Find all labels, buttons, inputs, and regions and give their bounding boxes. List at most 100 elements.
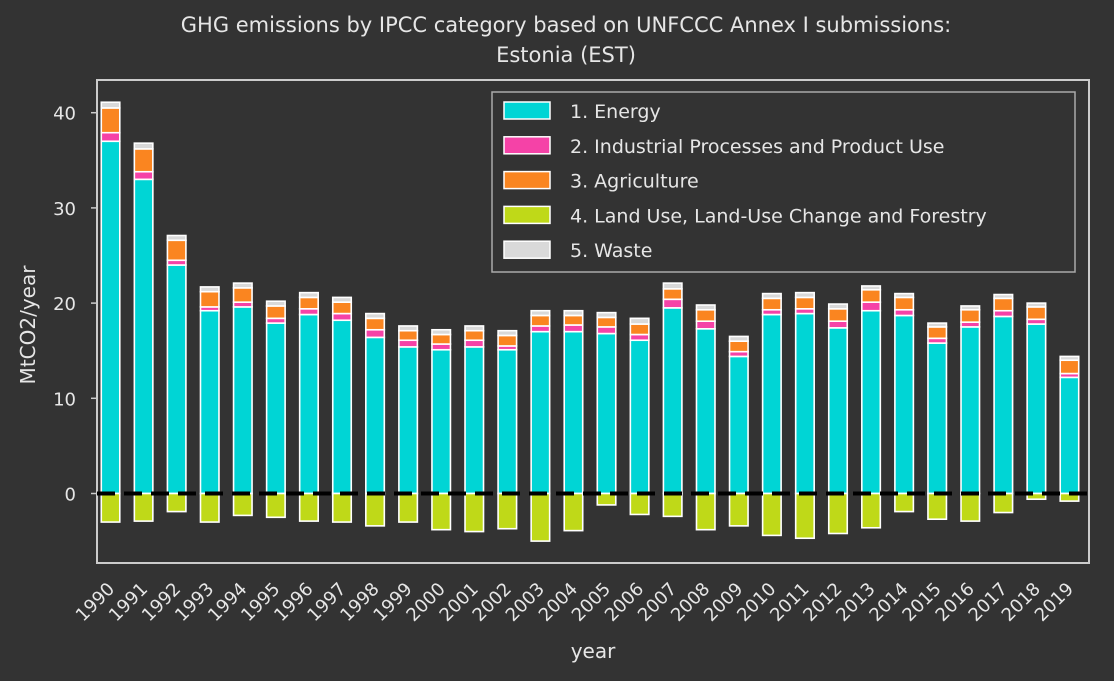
bar-segment [861,301,882,312]
bar-segment [1026,306,1047,321]
bar-segment [166,264,187,495]
bar-segment [894,296,915,311]
bar-segment [960,326,981,495]
bar-segment [365,336,386,495]
bar-segment [629,492,650,516]
bar-segment [993,309,1014,318]
bar-segment [331,319,353,495]
bar-segment [662,298,683,309]
bar-segment [298,296,319,310]
bar-segment [629,317,650,325]
bar-segment [960,305,981,311]
bar-segment [232,282,253,289]
bar-segment [629,339,650,495]
bar-segment [331,296,353,303]
bar-segment [464,339,485,348]
plot-area [96,79,1090,564]
bar-segment [794,291,815,299]
bar-segment [563,314,584,326]
y-tick-label: 30 [53,199,76,220]
bar-segment [894,492,915,513]
bar-segment [1026,302,1047,308]
bar-segment [927,326,948,340]
legend-label: 3. Agriculture [570,171,699,193]
bar-segment [530,330,551,495]
bar-segment [199,290,220,308]
bar-segment [695,320,716,330]
bar-segment [166,234,187,242]
bar-segment [1059,355,1080,362]
bar-segment [232,492,253,517]
bar-segment [662,282,683,290]
bar-segment [331,301,353,315]
bar-segment [861,309,882,495]
legend: 1. Energy 2. Industrial Processes and Pro… [491,91,1076,273]
legend-label: 2. Industrial Processes and Product Use [570,136,944,158]
bar-segment [166,492,187,513]
bar-segment [497,334,518,347]
bar-segment [331,492,353,523]
bar-segment [596,316,617,328]
bar-segment [497,329,518,337]
bar-segment [431,492,452,531]
y-ticks: 0 10 20 30 40 [53,104,97,506]
bar-segment [728,492,749,527]
bar-segment [365,312,386,320]
bar-segment [100,131,121,143]
bar-segment [563,492,584,532]
bar-segment [530,309,551,317]
bar-segment [398,329,419,342]
bar-segment [365,317,386,331]
y-tick-label: 10 [53,389,76,410]
bar-segment [365,328,386,339]
bar-segment [232,287,253,303]
chart-title: GHG emissions by IPCC category based on … [181,13,951,37]
bar-segment [563,324,584,333]
bar-segment [166,239,187,262]
bar-segment [827,303,849,310]
bar-segment [100,492,121,523]
bar-segment [431,328,452,336]
legend-label: 5. Waste [570,240,652,262]
legend-swatch [503,136,551,155]
bar-segment [331,312,353,322]
bar-segment [1026,492,1047,501]
bar-segment [265,305,286,320]
bar-segment [927,322,948,328]
bar-segment [695,308,716,322]
bar-segment [530,492,551,542]
y-axis-label: MtCO2/year [16,265,40,385]
bar-segment [133,148,154,173]
bar-segment [497,492,518,530]
legend-label: 1. Energy [570,101,661,123]
bar-segment [960,492,981,522]
bar-segment [1026,323,1047,495]
bar-segment [761,297,782,311]
bar-segment [993,315,1014,495]
bar-segment [1059,376,1080,495]
bar-segment [199,492,220,523]
bar-segment [530,325,551,333]
bar-segment [298,313,319,495]
bar-segment [298,291,319,299]
bar-segment [365,492,386,527]
y-tick-label: 40 [53,104,76,125]
bar-segment [894,308,915,317]
legend-swatch [503,101,551,120]
bar-segment [563,309,584,317]
bar-segment [927,492,948,521]
bar-segment [927,342,948,495]
bar-segment [596,326,617,335]
bar-segment [761,313,782,495]
bar-segment [662,492,683,518]
legend-swatch [503,205,551,225]
bars-group [100,101,1080,542]
bar-segment [695,328,716,495]
y-tick-label: 20 [53,294,76,315]
bar-segment [464,329,485,342]
bar-segment [431,333,452,345]
legend-label: 4. Land Use, Land-Use Change and Forestr… [570,205,987,227]
bar-segment [827,327,849,495]
bar-segment [794,312,815,495]
x-tick-label: 2019 [1031,579,1078,626]
